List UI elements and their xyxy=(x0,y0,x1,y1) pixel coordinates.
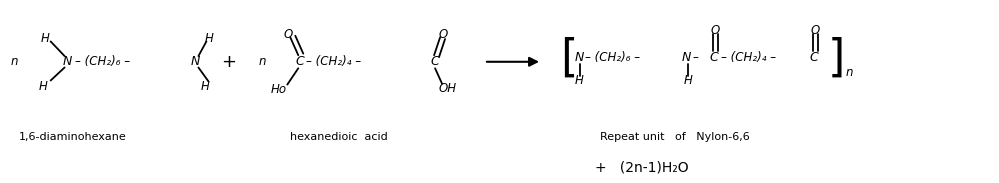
Text: H: H xyxy=(683,74,692,87)
Text: O: O xyxy=(810,23,820,37)
Text: +   (2n-1)H₂O: + (2n-1)H₂O xyxy=(594,161,688,175)
Text: N: N xyxy=(63,55,72,68)
Text: n: n xyxy=(11,55,18,68)
Text: n: n xyxy=(845,66,853,79)
Text: – (CH₂)₆ –: – (CH₂)₆ – xyxy=(584,51,640,64)
Text: H: H xyxy=(574,74,583,87)
Text: H: H xyxy=(201,80,210,93)
Text: Ho: Ho xyxy=(271,83,287,96)
Text: C: C xyxy=(709,51,718,64)
Text: 1,6-diaminohexane: 1,6-diaminohexane xyxy=(19,132,127,142)
Text: – (CH₂)₄ –: – (CH₂)₄ – xyxy=(307,55,362,68)
Text: N: N xyxy=(681,51,691,64)
Text: O: O xyxy=(284,28,293,41)
Text: – (CH₂)₄ –: – (CH₂)₄ – xyxy=(720,51,776,64)
Text: [: [ xyxy=(559,36,577,79)
Text: O: O xyxy=(710,23,720,37)
Text: –: – xyxy=(692,51,698,64)
Text: H: H xyxy=(41,32,50,45)
Text: H: H xyxy=(205,32,213,45)
Text: C: C xyxy=(296,55,304,68)
Text: N: N xyxy=(574,51,584,64)
Text: Repeat unit   of   Nylon-6,6: Repeat unit of Nylon-6,6 xyxy=(599,132,749,142)
Text: +: + xyxy=(221,53,236,71)
Text: O: O xyxy=(439,28,448,41)
Text: C: C xyxy=(431,55,439,68)
Text: n: n xyxy=(259,55,266,68)
Text: H: H xyxy=(39,80,48,93)
Text: OH: OH xyxy=(439,82,457,95)
Text: N: N xyxy=(191,55,200,68)
Text: – (CH₂)₆ –: – (CH₂)₆ – xyxy=(75,55,130,68)
Text: hexanedioic  acid: hexanedioic acid xyxy=(291,132,388,142)
Text: ]: ] xyxy=(827,36,845,79)
Text: C: C xyxy=(809,51,818,64)
